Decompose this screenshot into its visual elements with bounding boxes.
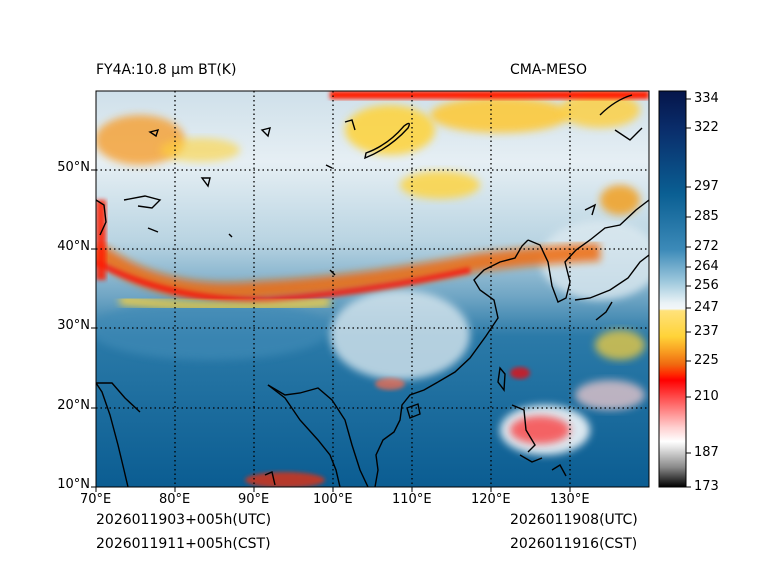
colorbar-label: 334 bbox=[694, 91, 719, 106]
colorbar bbox=[658, 90, 687, 488]
lat-tick-label: 40°N bbox=[57, 239, 90, 254]
lon-tick-label: 70°E bbox=[80, 492, 112, 507]
colorbar-label: 237 bbox=[694, 324, 719, 339]
lon-tick-label: 90°E bbox=[238, 492, 270, 507]
init-time-utc: 2026011903+005h(UTC) bbox=[96, 512, 272, 528]
lon-tick-label: 80°E bbox=[159, 492, 191, 507]
colorbar-label: 210 bbox=[694, 389, 719, 404]
colorbar-label: 322 bbox=[694, 120, 719, 135]
lon-tick-label: 120°E bbox=[471, 492, 511, 507]
model-name: CMA-MESO bbox=[510, 62, 588, 78]
lon-tick-label: 130°E bbox=[550, 492, 590, 507]
lon-tick-label: 110°E bbox=[392, 492, 432, 507]
colorbar-label: 285 bbox=[694, 209, 719, 224]
colorbar-label: 264 bbox=[694, 259, 719, 274]
map-title: FY4A:10.8 µm BT(K) bbox=[96, 62, 237, 78]
lon-tick-label: 100°E bbox=[313, 492, 353, 507]
valid-time-cst: 2026011916(CST) bbox=[510, 536, 638, 552]
colorbar-label: 187 bbox=[694, 445, 719, 460]
init-time-cst: 2026011911+005h(CST) bbox=[96, 536, 271, 552]
gridlines bbox=[96, 91, 649, 487]
colorbar-label: 173 bbox=[694, 479, 719, 494]
lat-tick-label: 30°N bbox=[57, 318, 90, 333]
satellite-image bbox=[96, 91, 649, 487]
colorbar-label: 272 bbox=[694, 239, 719, 254]
valid-time-utc: 2026011908(UTC) bbox=[510, 512, 638, 528]
map-frame bbox=[95, 90, 650, 488]
colorbar-label: 247 bbox=[694, 300, 719, 315]
lat-tick-label: 20°N bbox=[57, 398, 90, 413]
axis-ticks bbox=[91, 169, 571, 492]
colorbar-label: 256 bbox=[694, 278, 719, 293]
colorbar-label: 225 bbox=[694, 353, 719, 368]
lat-tick-label: 50°N bbox=[57, 160, 90, 175]
colorbar-ticks bbox=[686, 98, 691, 488]
lat-tick-label: 10°N bbox=[57, 477, 90, 492]
colorbar-label: 297 bbox=[694, 179, 719, 194]
coastlines bbox=[96, 94, 649, 487]
